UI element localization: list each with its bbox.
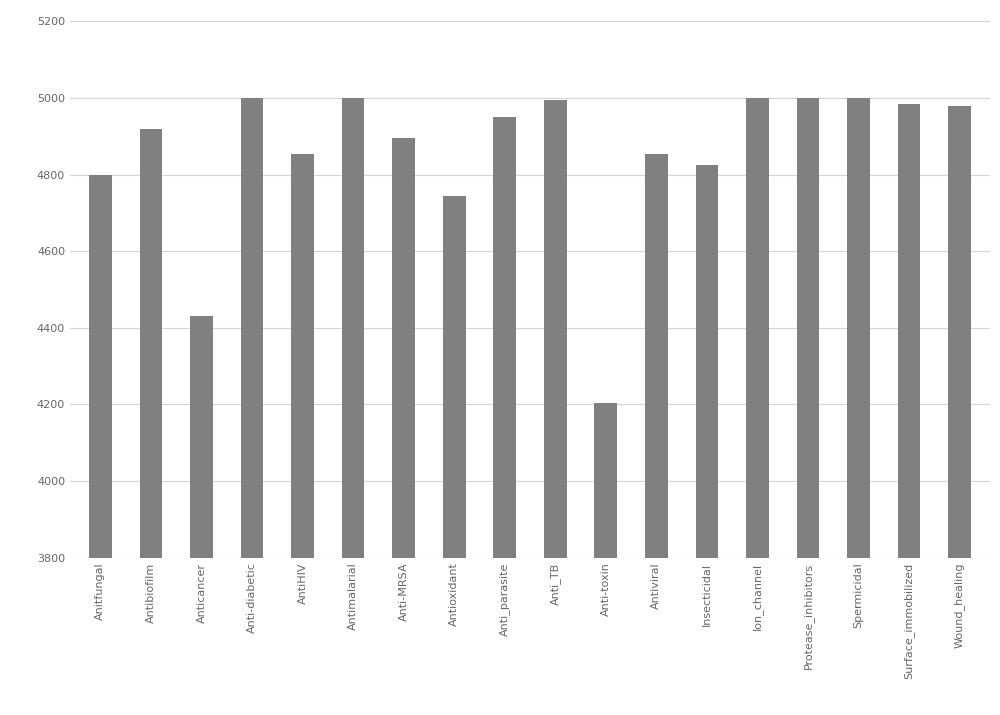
- Bar: [89, 174, 112, 715]
- Bar: [342, 98, 364, 715]
- Bar: [797, 98, 819, 715]
- Bar: [392, 138, 415, 715]
- Bar: [847, 98, 870, 715]
- Bar: [898, 104, 920, 715]
- Bar: [746, 98, 769, 715]
- Bar: [696, 165, 718, 715]
- Bar: [443, 196, 466, 715]
- Bar: [493, 117, 516, 715]
- Bar: [140, 129, 162, 715]
- Bar: [594, 403, 617, 715]
- Bar: [190, 317, 213, 715]
- Bar: [241, 98, 263, 715]
- Bar: [645, 154, 668, 715]
- Bar: [291, 154, 314, 715]
- Bar: [948, 106, 971, 715]
- Bar: [544, 100, 567, 715]
